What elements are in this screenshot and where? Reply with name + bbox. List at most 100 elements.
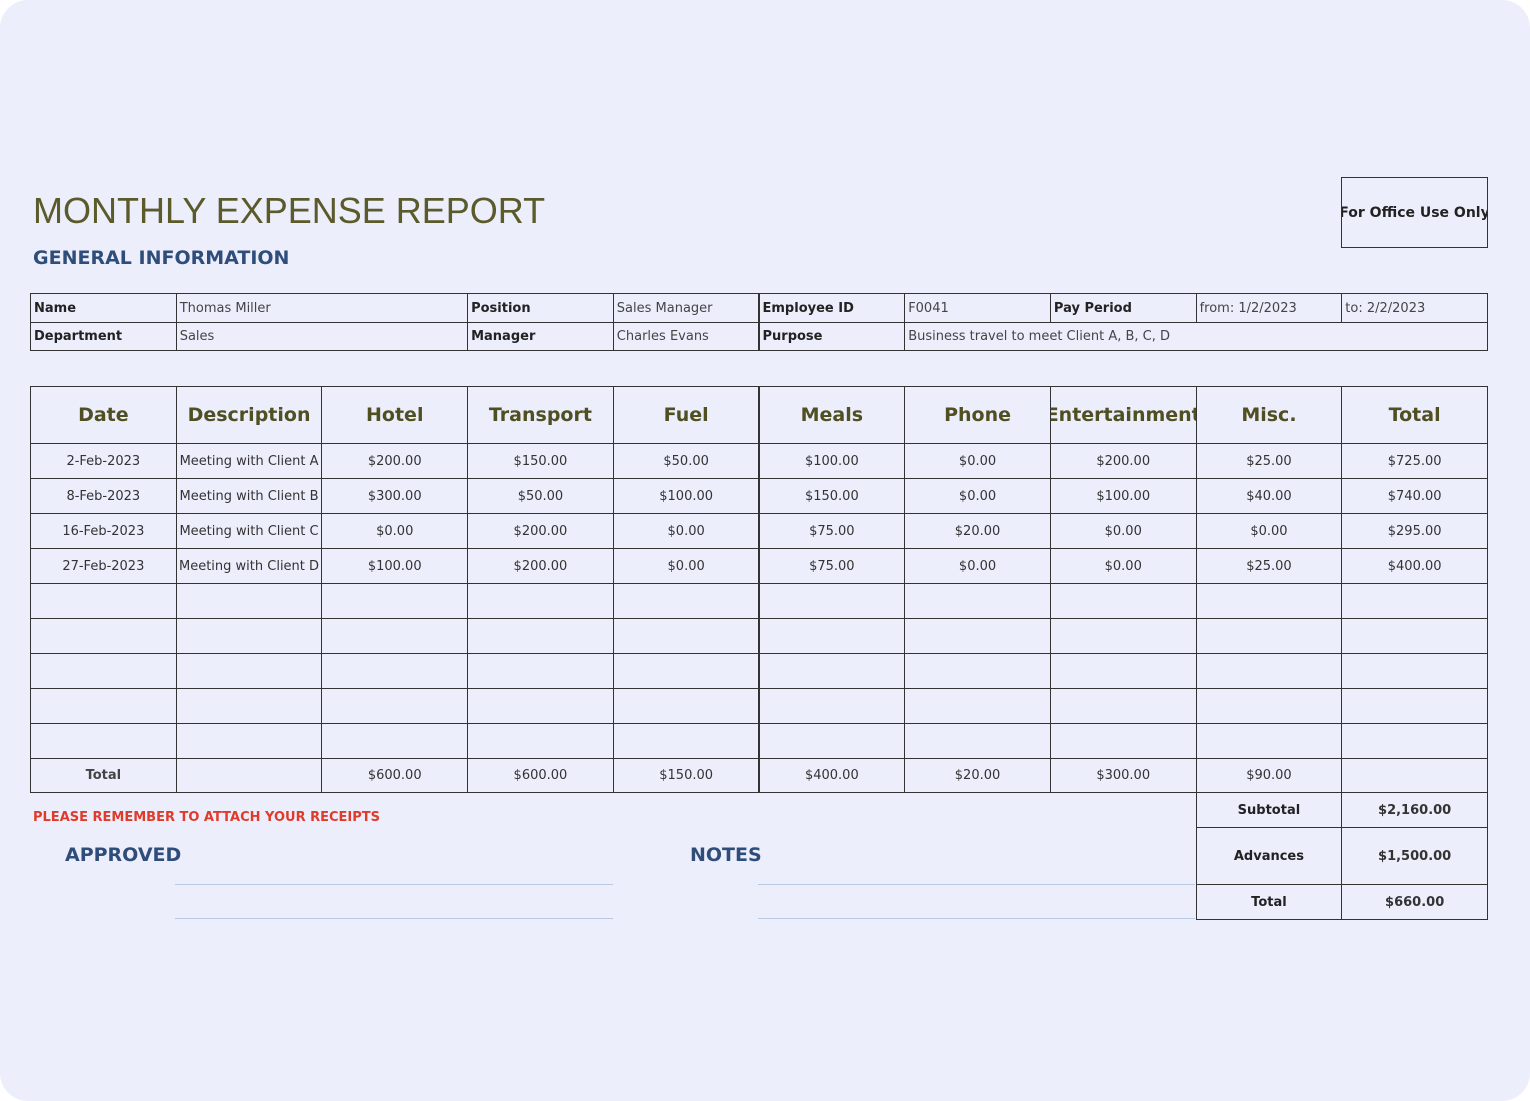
- expense-cell: $300.00: [321, 478, 469, 514]
- info-label: Department: [30, 322, 177, 351]
- expense-cell: $200.00: [1049, 443, 1197, 479]
- empty-cell: [1049, 583, 1197, 619]
- column-header: Description: [175, 386, 323, 444]
- empty-cell: [321, 688, 469, 724]
- empty-cell: [1341, 583, 1488, 619]
- info-value: Sales: [175, 322, 469, 351]
- empty-cell: [1341, 723, 1488, 759]
- info-label: Manager: [467, 322, 614, 351]
- expense-cell: $0.00: [904, 548, 1051, 584]
- info-value: from: 1/2/2023: [1195, 293, 1343, 323]
- expense-cell: $295.00: [1341, 513, 1488, 549]
- info-label: Employee ID: [758, 293, 906, 323]
- empty-cell: [612, 618, 760, 654]
- column-header: Fuel: [612, 386, 760, 444]
- expense-cell: $75.00: [758, 513, 906, 549]
- empty-cell: [612, 723, 760, 759]
- total-cell: $150.00: [612, 758, 760, 793]
- empty-cell: [758, 583, 906, 619]
- expense-cell: $25.00: [1195, 548, 1343, 584]
- notes-label: NOTES: [690, 844, 762, 866]
- empty-cell: [612, 688, 760, 724]
- expense-cell: $0.00: [612, 548, 760, 584]
- empty-cell: [1049, 723, 1197, 759]
- empty-cell: [904, 583, 1051, 619]
- info-value: to: 2/2/2023: [1341, 293, 1488, 323]
- column-header: Total: [1341, 386, 1488, 444]
- total-cell: $90.00: [1195, 758, 1343, 793]
- expense-cell: Meeting with Client C: [175, 513, 323, 549]
- expense-cell: 8-Feb-2023: [30, 478, 177, 514]
- expense-cell: $150.00: [758, 478, 906, 514]
- summary-label: Advances: [1195, 827, 1343, 885]
- info-value: Sales Manager: [612, 293, 760, 323]
- expense-cell: $0.00: [904, 478, 1051, 514]
- expense-cell: $50.00: [612, 443, 760, 479]
- expense-cell: $100.00: [758, 443, 906, 479]
- column-header: Misc.: [1195, 386, 1343, 444]
- title: MONTHLY EXPENSE REPORT: [33, 190, 546, 231]
- total-cell: $400.00: [758, 758, 906, 793]
- notes-line: [758, 884, 1195, 885]
- empty-cell: [1341, 688, 1488, 724]
- section-title: GENERAL INFORMATION: [33, 247, 290, 269]
- summary-label: Total: [1195, 884, 1343, 920]
- empty-cell: [321, 583, 469, 619]
- info-value: F0041: [904, 293, 1051, 323]
- expense-cell: $400.00: [1341, 548, 1488, 584]
- empty-cell: [1049, 618, 1197, 654]
- empty-cell: [1195, 618, 1343, 654]
- expense-cell: $0.00: [612, 513, 760, 549]
- empty-cell: [467, 688, 614, 724]
- empty-cell: [1195, 583, 1343, 619]
- empty-cell: [904, 653, 1051, 689]
- info-value: Thomas Miller: [175, 293, 469, 323]
- expense-cell: $20.00: [904, 513, 1051, 549]
- info-label: Name: [30, 293, 177, 323]
- empty-cell: [1195, 723, 1343, 759]
- expense-cell: $0.00: [1195, 513, 1343, 549]
- empty-cell: [1341, 758, 1488, 793]
- expense-cell: $725.00: [1341, 443, 1488, 479]
- empty-cell: [30, 653, 177, 689]
- empty-cell: [904, 618, 1051, 654]
- total-cell: $600.00: [321, 758, 469, 793]
- expense-cell: $100.00: [1049, 478, 1197, 514]
- empty-cell: [321, 723, 469, 759]
- empty-cell: [467, 723, 614, 759]
- expense-cell: 27-Feb-2023: [30, 548, 177, 584]
- column-header: Entertainment: [1049, 386, 1197, 444]
- expense-cell: $200.00: [467, 513, 614, 549]
- expense-cell: $40.00: [1195, 478, 1343, 514]
- empty-cell: [758, 688, 906, 724]
- column-header: Hotel: [321, 386, 469, 444]
- expense-cell: Meeting with Client B: [175, 478, 323, 514]
- expense-cell: $100.00: [612, 478, 760, 514]
- expense-cell: $200.00: [321, 443, 469, 479]
- info-label: Pay Period: [1049, 293, 1197, 323]
- expense-cell: $50.00: [467, 478, 614, 514]
- expense-cell: $75.00: [758, 548, 906, 584]
- empty-cell: [467, 618, 614, 654]
- expense-cell: Meeting with Client D: [175, 548, 323, 584]
- empty-cell: [30, 688, 177, 724]
- expense-cell: $0.00: [904, 443, 1051, 479]
- empty-cell: [612, 583, 760, 619]
- expense-cell: $740.00: [1341, 478, 1488, 514]
- summary-value: $1,500.00: [1341, 827, 1488, 885]
- empty-cell: [1049, 653, 1197, 689]
- total-cell: $300.00: [1049, 758, 1197, 793]
- expense-cell: $150.00: [467, 443, 614, 479]
- signature-line: [175, 884, 613, 885]
- empty-cell: [175, 758, 323, 793]
- info-label: Purpose: [758, 322, 906, 351]
- empty-cell: [30, 723, 177, 759]
- expense-cell: $0.00: [1049, 513, 1197, 549]
- empty-cell: [321, 653, 469, 689]
- empty-cell: [175, 583, 323, 619]
- empty-cell: [30, 583, 177, 619]
- reminder: PLEASE REMEMBER TO ATTACH YOUR RECEIPTS: [33, 810, 381, 825]
- expense-cell: $25.00: [1195, 443, 1343, 479]
- column-header: Meals: [758, 386, 906, 444]
- summary-label: Subtotal: [1195, 792, 1343, 828]
